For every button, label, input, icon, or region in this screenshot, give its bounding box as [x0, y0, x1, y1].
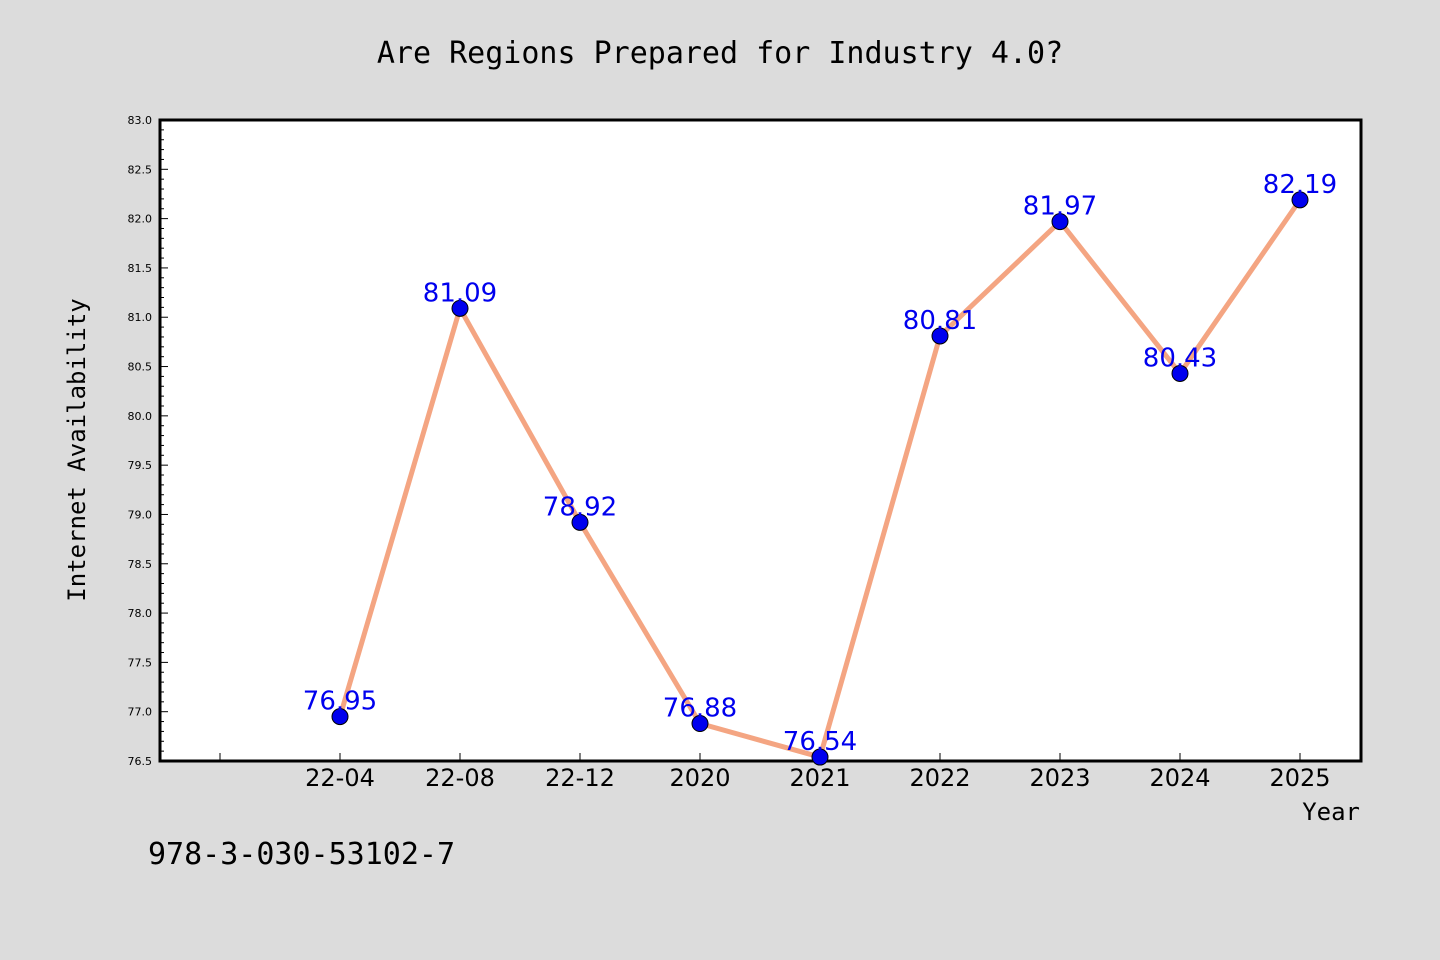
data-label: 81.97 — [1023, 192, 1097, 222]
data-label: 80.43 — [1143, 343, 1217, 373]
x-tick-label: 22-12 — [545, 764, 615, 792]
x-tick-label: 2025 — [1269, 764, 1330, 792]
x-axis: 22-04 22-08 22-12 2020 2021 2022 2023 2024 2025 — [219, 753, 1331, 792]
x-tick-label: 2024 — [1149, 764, 1210, 792]
data-point — [451, 299, 469, 317]
y-axis-label: Internet Availability — [63, 298, 91, 601]
data-point — [1051, 213, 1069, 231]
y-tick-label: 81.0 — [128, 311, 153, 324]
y-tick-label: 79.5 — [128, 459, 153, 472]
chart-title: Are Regions Prepared for Industry 4.0? — [377, 36, 1063, 71]
data-label: 76.54 — [783, 727, 857, 757]
plot-area — [158, 118, 1363, 763]
series-markers — [331, 191, 1309, 766]
data-label: 78.92 — [543, 492, 617, 522]
data-point — [811, 748, 829, 766]
y-tick-label: 83.0 — [128, 114, 153, 127]
y-tick-label: 76.5 — [128, 755, 153, 768]
x-tick-label: 22-04 — [305, 764, 375, 792]
data-point — [691, 715, 709, 733]
data-point — [571, 513, 589, 531]
y-tick-label: 77.0 — [128, 706, 153, 719]
isbn-annotation: 978-3-030-53102-7 — [148, 837, 455, 872]
y-tick-label: 80.0 — [128, 410, 153, 423]
data-point — [1171, 364, 1189, 382]
y-tick-label: 80.5 — [128, 361, 153, 374]
x-tick-label: 2020 — [669, 764, 730, 792]
data-point — [331, 708, 349, 726]
y-tick-label: 78.0 — [128, 607, 153, 620]
y-tick-label: 78.5 — [128, 558, 153, 571]
y-tick-label: 81.5 — [128, 262, 153, 275]
data-label: 76.95 — [303, 687, 377, 717]
y-tick-label: 77.5 — [128, 656, 153, 669]
data-point — [931, 327, 949, 345]
y-tick-label: 82.5 — [128, 163, 153, 176]
x-axis-label: Year — [1302, 798, 1360, 826]
data-label: 81.09 — [423, 278, 497, 308]
data-label: 80.81 — [903, 306, 977, 336]
x-tick-label: 2021 — [789, 764, 850, 792]
data-label: 82.19 — [1263, 170, 1337, 200]
x-tick-label: 2023 — [1029, 764, 1090, 792]
x-tick-label: 2022 — [909, 764, 970, 792]
y-axis: 76.5 77.0 77.5 78.0 78.5 79.0 79.5 80.0 80.5 81.0… — [128, 114, 168, 768]
x-tick-label: 22-08 — [425, 764, 495, 792]
data-point — [1291, 191, 1309, 209]
data-label: 76.88 — [663, 694, 737, 724]
y-tick-label: 79.0 — [128, 508, 153, 521]
data-labels: 76.95 81.09 78.92 76.88 76.54 80.81 81.97 80.43… — [303, 170, 1337, 757]
y-tick-label: 82.0 — [128, 213, 153, 226]
